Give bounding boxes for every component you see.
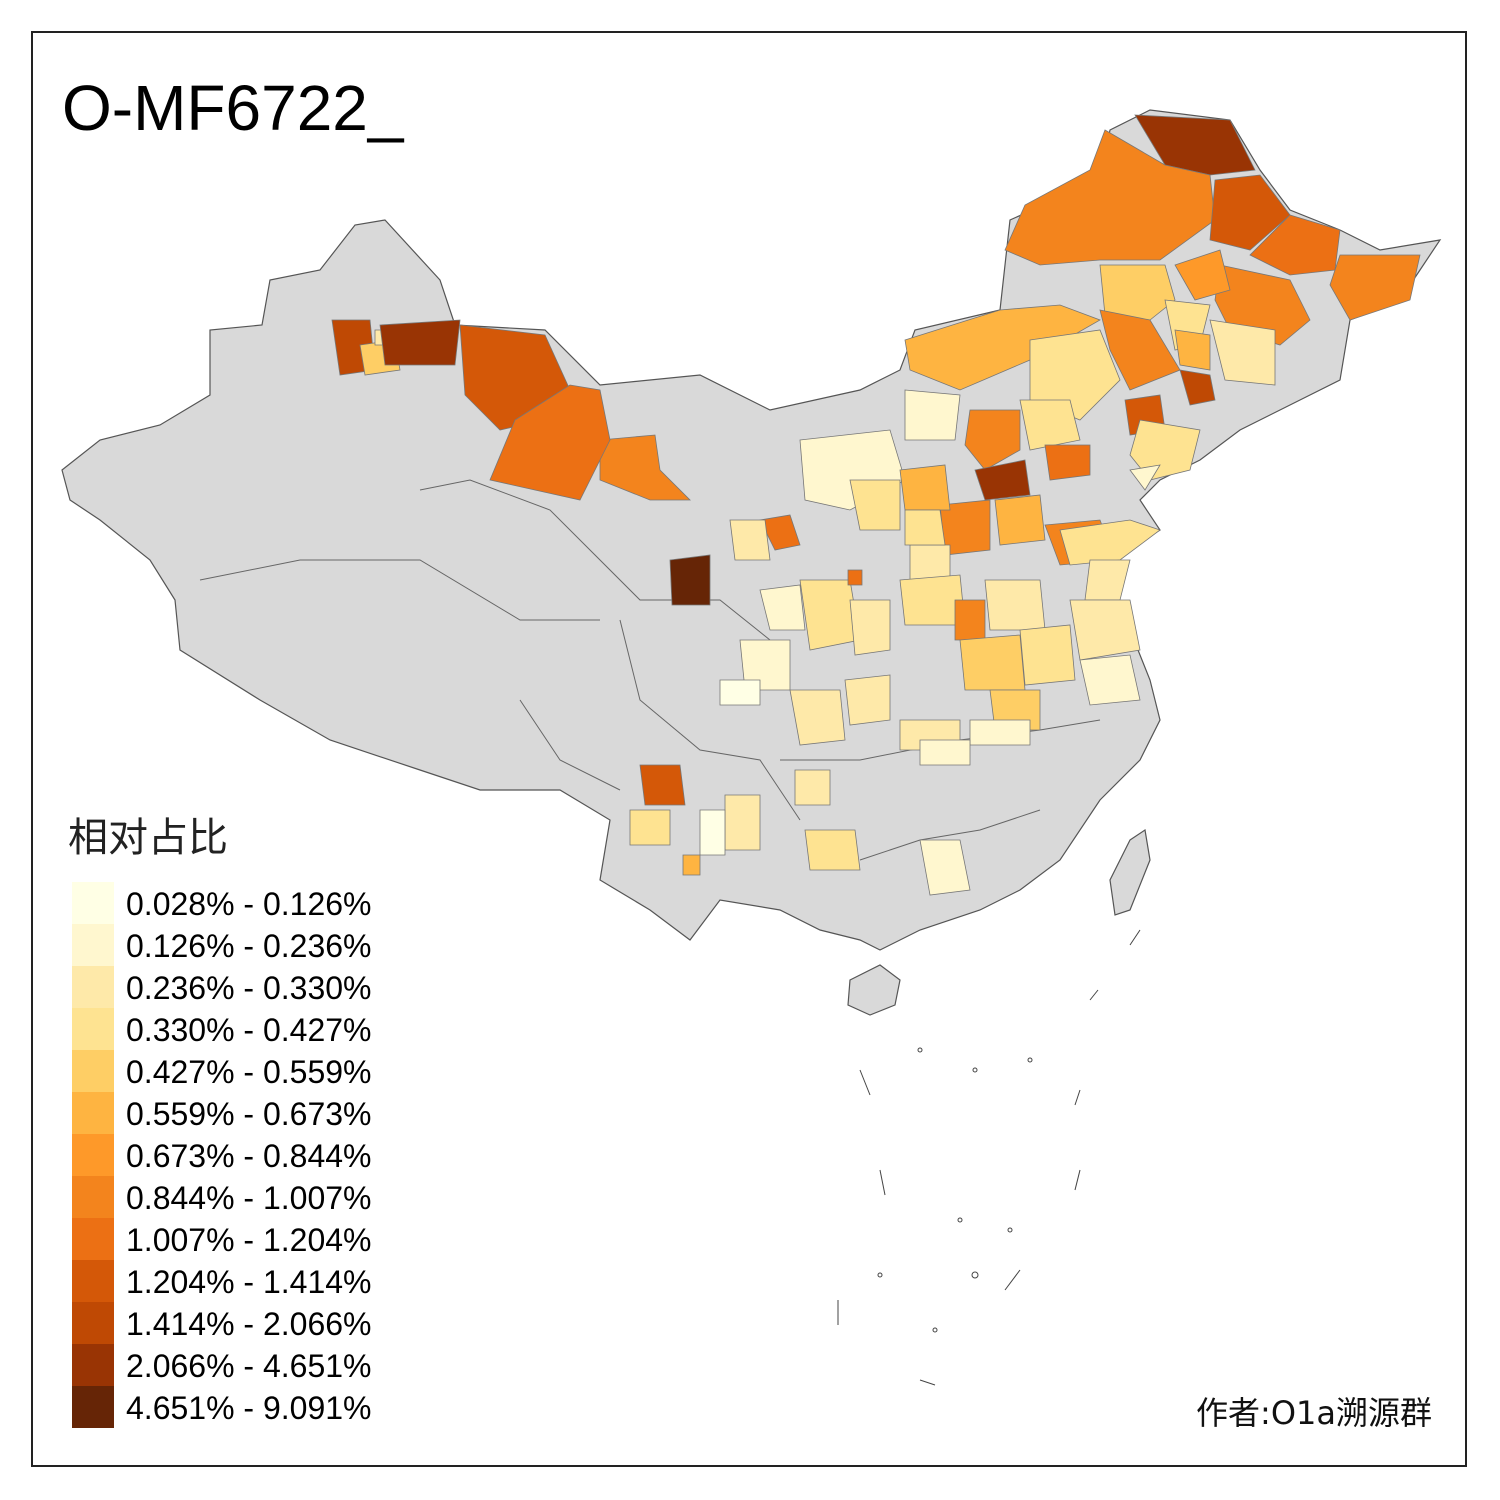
legend-swatch [72,1386,114,1428]
legend-swatch [72,1050,114,1092]
region-guangxi [804,829,861,871]
region-altay-w [379,319,461,366]
region-ordos [904,389,961,441]
region-kaifeng [954,599,986,641]
legend-title: 相对占比 [68,815,228,861]
legend-swatch [72,1134,114,1176]
region-siping [1179,369,1216,406]
region-baoshan [629,809,671,846]
region-henan-c [984,579,1046,631]
region-daxinganling [1004,129,1216,266]
legend-swatch [72,882,114,924]
map-frame [31,31,1467,1467]
legend-swatch [72,924,114,966]
region-dalian [1129,464,1161,491]
region-ningxia [759,514,801,551]
region-mohe [1134,114,1256,176]
region-xining [669,554,711,606]
region-dali [639,764,686,806]
region-shaanxi-b [759,584,806,631]
region-qingdao [1084,559,1131,601]
region-yulin [849,479,901,531]
region-shanxi-b [904,509,946,546]
region-heihe [1209,174,1291,251]
region-chongqing [844,674,891,726]
region-liaoning-b [1129,419,1201,481]
legend-swatch [72,1218,114,1260]
legend-label: 0.236% - 0.330% [126,970,372,1006]
region-guangdong [919,839,971,896]
data-regions [331,114,1421,896]
region-tongliao [1099,309,1181,391]
region-anhui-b [1019,624,1076,686]
region-guyuan [729,519,771,561]
legend-swatch [72,1008,114,1050]
legend-label: 4.651% - 9.091% [126,1390,372,1426]
legend-label: 1.204% - 1.414% [126,1264,372,1300]
map-title: O-MF6722_ [62,72,404,144]
hainan-island [847,964,901,1016]
taiwan-island [1109,828,1151,916]
legend-swatch [72,966,114,1008]
legend-label: 0.126% - 0.236% [126,928,372,964]
region-jiamusi [1329,254,1421,321]
region-shaanxi-c [849,599,891,656]
region-chuxiong [699,809,726,856]
legend-swatch [72,1176,114,1218]
region-taiyuan [899,464,951,511]
legend-label: 0.559% - 0.673% [126,1096,372,1132]
legend-label: 0.330% - 0.427% [126,1012,372,1048]
region-honghe [682,854,701,876]
region-hubei-b [969,719,1031,746]
region-jiuquan [599,434,691,501]
region-jiangsu-a [1069,599,1141,661]
region-jiangsu-b [1079,654,1141,706]
legend-swatch [72,1302,114,1344]
region-shijiazhuang [994,494,1046,546]
region-hunan [919,739,971,766]
region-sichuan-b [719,679,761,706]
region-jilin-b [1174,329,1211,371]
region-chifeng [1029,329,1121,421]
south-sea-islands [837,929,1141,1386]
legend-label: 0.673% - 0.844% [126,1138,372,1174]
region-beijing [974,459,1031,501]
legend-swatch [72,1344,114,1386]
region-chengde [1019,399,1081,451]
legend-label: 0.028% - 0.126% [126,886,372,922]
region-guizhou [794,769,831,806]
author-credit: 作者:O1a溯源群 [1196,1394,1432,1432]
region-jilin-a [1209,319,1276,386]
region-shaanxi-d [847,569,863,586]
legend-label: 0.427% - 0.559% [126,1054,372,1090]
province-borders [199,479,1101,861]
region-anhui-a [959,634,1026,691]
region-sichuan-c [789,689,846,746]
legend-label: 0.844% - 1.007% [126,1180,372,1216]
region-tangshan [1044,444,1091,481]
legend-label: 1.007% - 1.204% [126,1222,372,1258]
legend-label: 1.414% - 2.066% [126,1306,372,1342]
legend-swatch [72,1260,114,1302]
region-yichun [1249,214,1341,276]
region-hami [489,384,611,501]
region-suihua [1174,249,1231,301]
legend-swatch [72,1092,114,1134]
region-qiqihar [1099,264,1176,321]
region-zhangjiakou [964,409,1021,471]
region-kunming [724,794,761,851]
legend-label: 2.066% - 4.651% [126,1348,372,1384]
region-jinan [1059,519,1161,566]
